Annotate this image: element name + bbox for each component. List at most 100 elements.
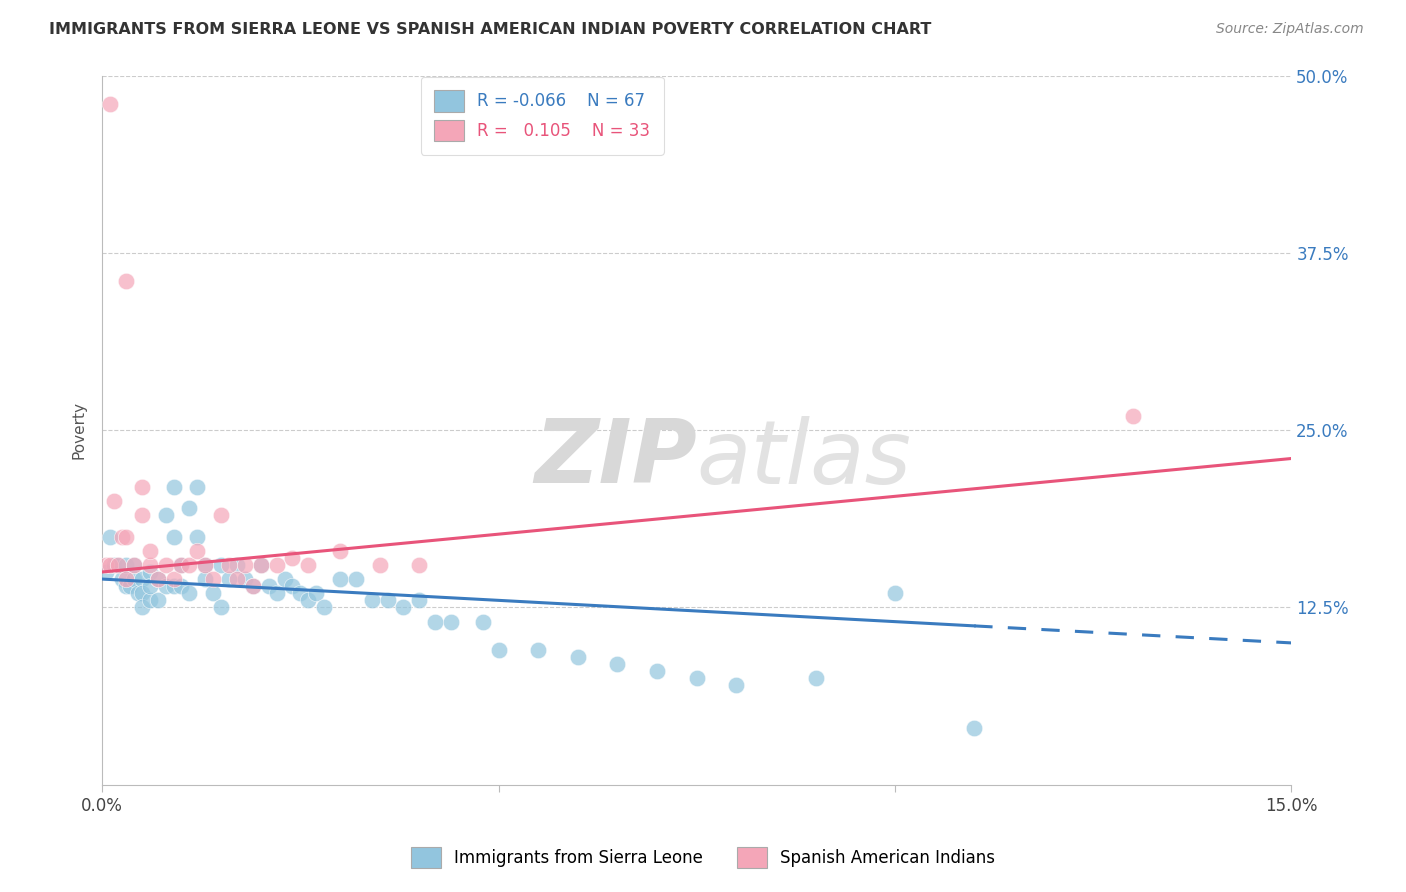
Point xyxy=(226,572,249,586)
Point xyxy=(194,572,217,586)
Point xyxy=(115,572,138,586)
Point xyxy=(115,274,138,288)
Point xyxy=(155,508,177,523)
Text: Source: ZipAtlas.com: Source: ZipAtlas.com xyxy=(1216,22,1364,37)
Point xyxy=(115,558,138,572)
Point xyxy=(329,543,352,558)
Point xyxy=(115,579,138,593)
Point xyxy=(408,558,430,572)
Point xyxy=(645,665,668,679)
Point xyxy=(606,657,628,672)
Text: atlas: atlas xyxy=(697,416,911,501)
Point xyxy=(194,558,217,572)
Point xyxy=(194,558,217,572)
Point xyxy=(162,579,184,593)
Point xyxy=(103,558,125,572)
Point xyxy=(98,96,121,111)
Point xyxy=(179,558,201,572)
Point xyxy=(218,558,240,572)
Point xyxy=(488,643,510,657)
Point xyxy=(131,572,153,586)
Point xyxy=(162,529,184,543)
Point xyxy=(202,572,225,586)
Point xyxy=(884,586,907,600)
Point xyxy=(98,529,121,543)
Point xyxy=(281,579,304,593)
Point xyxy=(146,572,169,586)
Point xyxy=(440,615,463,629)
Point xyxy=(257,579,280,593)
Point xyxy=(131,600,153,615)
Point xyxy=(297,593,319,607)
Point xyxy=(392,600,415,615)
Point xyxy=(162,572,184,586)
Point xyxy=(122,572,145,586)
Legend: R = -0.066    N = 67, R =   0.105    N = 33: R = -0.066 N = 67, R = 0.105 N = 33 xyxy=(420,77,664,154)
Point xyxy=(686,672,709,686)
Point xyxy=(115,529,138,543)
Point xyxy=(963,721,986,735)
Point xyxy=(233,558,256,572)
Point xyxy=(368,558,391,572)
Point xyxy=(471,615,494,629)
Point xyxy=(233,572,256,586)
Point xyxy=(139,558,162,572)
Point xyxy=(111,572,134,586)
Point xyxy=(209,600,232,615)
Point xyxy=(377,593,399,607)
Point xyxy=(242,579,264,593)
Legend: Immigrants from Sierra Leone, Spanish American Indians: Immigrants from Sierra Leone, Spanish Am… xyxy=(405,840,1001,875)
Point xyxy=(266,558,288,572)
Point xyxy=(118,579,141,593)
Point xyxy=(186,529,208,543)
Point xyxy=(360,593,382,607)
Point xyxy=(314,600,336,615)
Point xyxy=(131,480,153,494)
Point xyxy=(527,643,550,657)
Point xyxy=(209,508,232,523)
Point xyxy=(281,550,304,565)
Point xyxy=(111,529,134,543)
Point xyxy=(162,480,184,494)
Point xyxy=(297,558,319,572)
Point xyxy=(131,508,153,523)
Point xyxy=(425,615,447,629)
Point xyxy=(249,558,271,572)
Point xyxy=(139,565,162,579)
Point xyxy=(155,558,177,572)
Point xyxy=(170,579,193,593)
Point xyxy=(567,650,589,665)
Point xyxy=(209,558,232,572)
Point xyxy=(329,572,352,586)
Point xyxy=(179,586,201,600)
Point xyxy=(122,558,145,572)
Point xyxy=(107,558,129,572)
Text: ZIP: ZIP xyxy=(534,415,697,502)
Point xyxy=(804,672,827,686)
Point xyxy=(127,586,149,600)
Point xyxy=(146,593,169,607)
Point xyxy=(96,558,118,572)
Text: IMMIGRANTS FROM SIERRA LEONE VS SPANISH AMERICAN INDIAN POVERTY CORRELATION CHAR: IMMIGRANTS FROM SIERRA LEONE VS SPANISH … xyxy=(49,22,932,37)
Point xyxy=(273,572,295,586)
Point xyxy=(186,543,208,558)
Point xyxy=(725,678,748,692)
Point xyxy=(266,586,288,600)
Point xyxy=(146,572,169,586)
Point xyxy=(107,558,129,572)
Point xyxy=(179,501,201,516)
Point xyxy=(96,565,118,579)
Point xyxy=(186,480,208,494)
Point xyxy=(139,543,162,558)
Point xyxy=(202,586,225,600)
Point xyxy=(226,558,249,572)
Point xyxy=(139,593,162,607)
Point xyxy=(170,558,193,572)
Y-axis label: Poverty: Poverty xyxy=(72,401,86,459)
Point xyxy=(131,586,153,600)
Point xyxy=(290,586,312,600)
Point xyxy=(305,586,328,600)
Point xyxy=(155,579,177,593)
Point xyxy=(139,579,162,593)
Point xyxy=(103,494,125,508)
